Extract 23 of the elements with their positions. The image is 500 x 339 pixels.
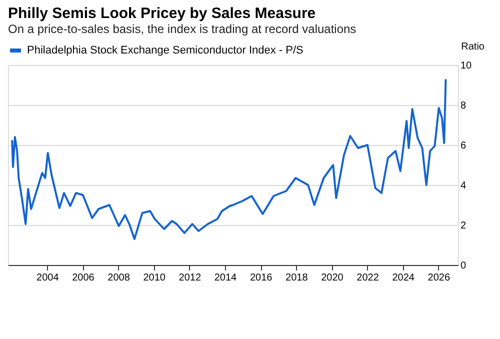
y-axis-title: Ratio — [461, 42, 485, 52]
x-tick-label: 2010 — [143, 272, 166, 284]
x-tick-label: 2014 — [214, 272, 238, 284]
chart-title: Philly Semis Look Pricey by Sales Measure — [8, 5, 316, 22]
chart-subtitle: On a price-to-sales basis, the index is trading at record valuations — [8, 22, 356, 36]
x-tick-label: 2006 — [72, 272, 95, 284]
y-tick-label: 0 — [460, 260, 466, 272]
x-tick-label: 2016 — [250, 272, 273, 284]
x-tick-label: 2004 — [36, 272, 60, 284]
y-tick-label: 8 — [460, 100, 466, 112]
x-tick-label: 2026 — [428, 272, 450, 284]
y-tick-label: 6 — [460, 140, 466, 152]
line-series — [11, 79, 447, 240]
y-tick-label: 4 — [460, 180, 466, 192]
legend-label: Philadelphia Stock Exchange Semiconductor Index - P/S — [27, 44, 304, 56]
x-tick-label: 2024 — [392, 272, 415, 284]
x-tick-label: 2020 — [321, 272, 344, 284]
x-tick-label: 2018 — [286, 272, 308, 284]
y-tick-label: 2 — [460, 220, 466, 232]
y-tick-label: 10 — [460, 60, 472, 72]
x-tick-label: 2012 — [178, 272, 202, 284]
x-tick-label: 2022 — [356, 272, 380, 284]
x-tick-label: 2008 — [108, 272, 130, 284]
